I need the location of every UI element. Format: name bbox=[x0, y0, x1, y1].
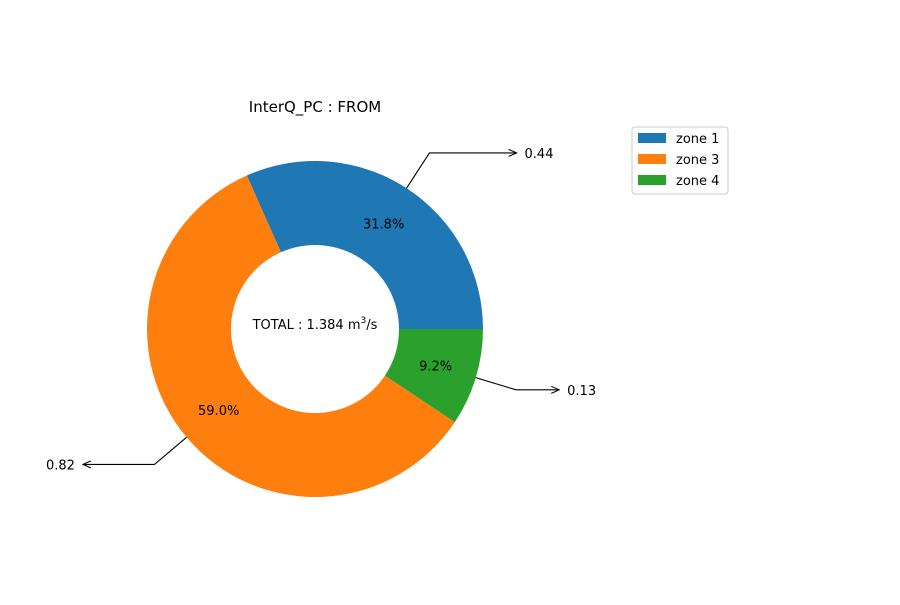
value-label-zone-1: 0.44 bbox=[525, 147, 554, 162]
center-total-superscript: 3 bbox=[361, 316, 367, 326]
legend-swatch-zone-4 bbox=[638, 175, 666, 185]
legend-label-zone-1: zone 1 bbox=[676, 132, 719, 147]
legend: zone 1 zone 3 zone 4 bbox=[631, 126, 729, 195]
callout-line-zone-4 bbox=[475, 377, 559, 390]
percent-label-zone-1: 31.8% bbox=[363, 217, 404, 232]
slice-zone-1 bbox=[246, 161, 483, 329]
percent-label-zone-3: 59.0% bbox=[198, 404, 239, 419]
slice-zone-4 bbox=[384, 329, 483, 423]
callout-line-zone-1 bbox=[406, 153, 517, 189]
slice-zone-3 bbox=[147, 175, 455, 497]
legend-label-zone-3: zone 3 bbox=[676, 153, 719, 168]
percent-label-zone-4: 9.2% bbox=[419, 359, 452, 374]
legend-swatch-zone-3 bbox=[638, 154, 666, 164]
center-total-prefix: TOTAL : 1.384 m bbox=[252, 318, 361, 333]
value-callouts: 0.44 0.82 0.13 bbox=[46, 147, 596, 473]
callout-line-zone-3 bbox=[83, 436, 187, 464]
percent-labels: 31.8% 59.0% 9.2% bbox=[198, 217, 452, 419]
pie-slices bbox=[147, 161, 483, 497]
value-label-zone-4: 0.13 bbox=[567, 384, 596, 399]
center-total-label: TOTAL : 1.384 m3/s bbox=[252, 316, 378, 333]
value-label-zone-3: 0.82 bbox=[46, 458, 75, 473]
chart-title: InterQ_PC : FROM bbox=[249, 98, 381, 117]
center-total-suffix: /s bbox=[366, 318, 377, 333]
legend-label-zone-4: zone 4 bbox=[676, 174, 719, 189]
legend-swatch-zone-1 bbox=[638, 133, 666, 143]
